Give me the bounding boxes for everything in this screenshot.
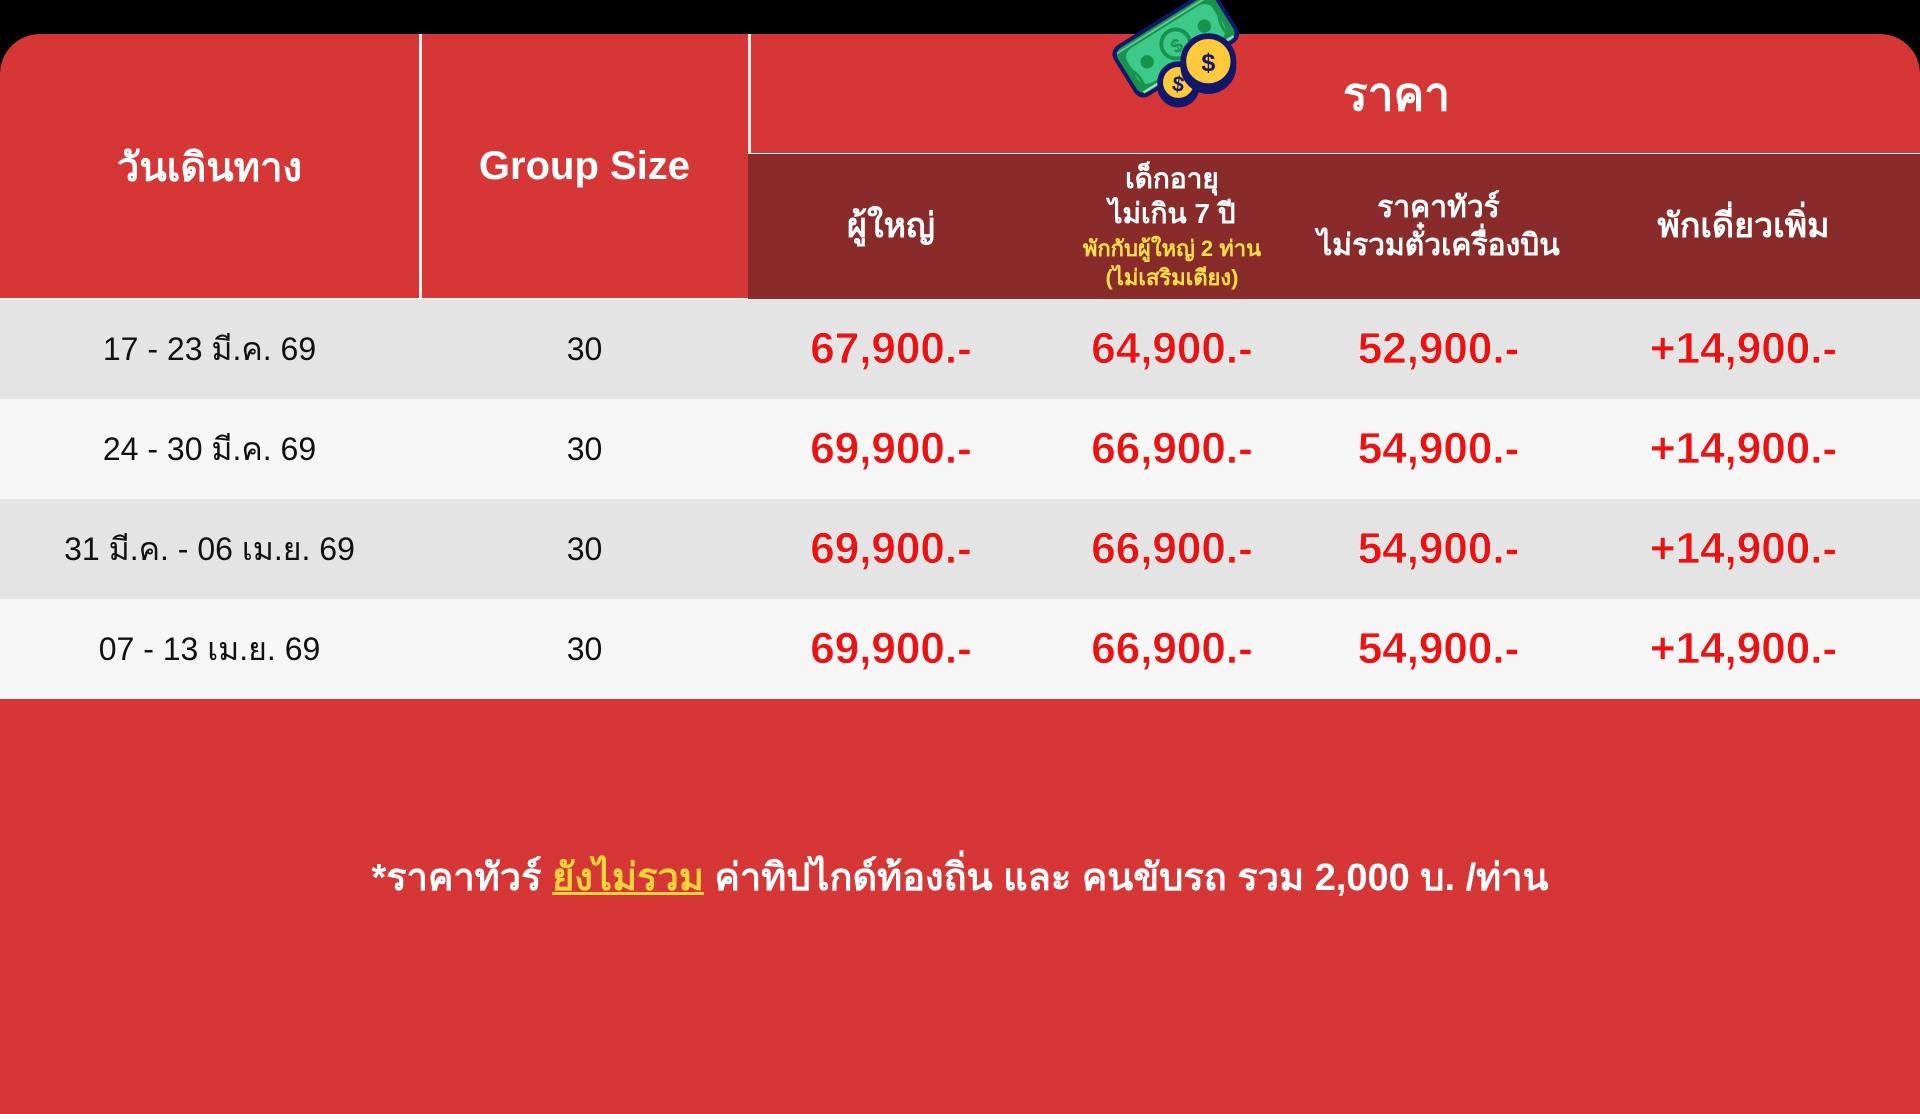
svg-text:$: $ <box>1201 49 1215 77</box>
